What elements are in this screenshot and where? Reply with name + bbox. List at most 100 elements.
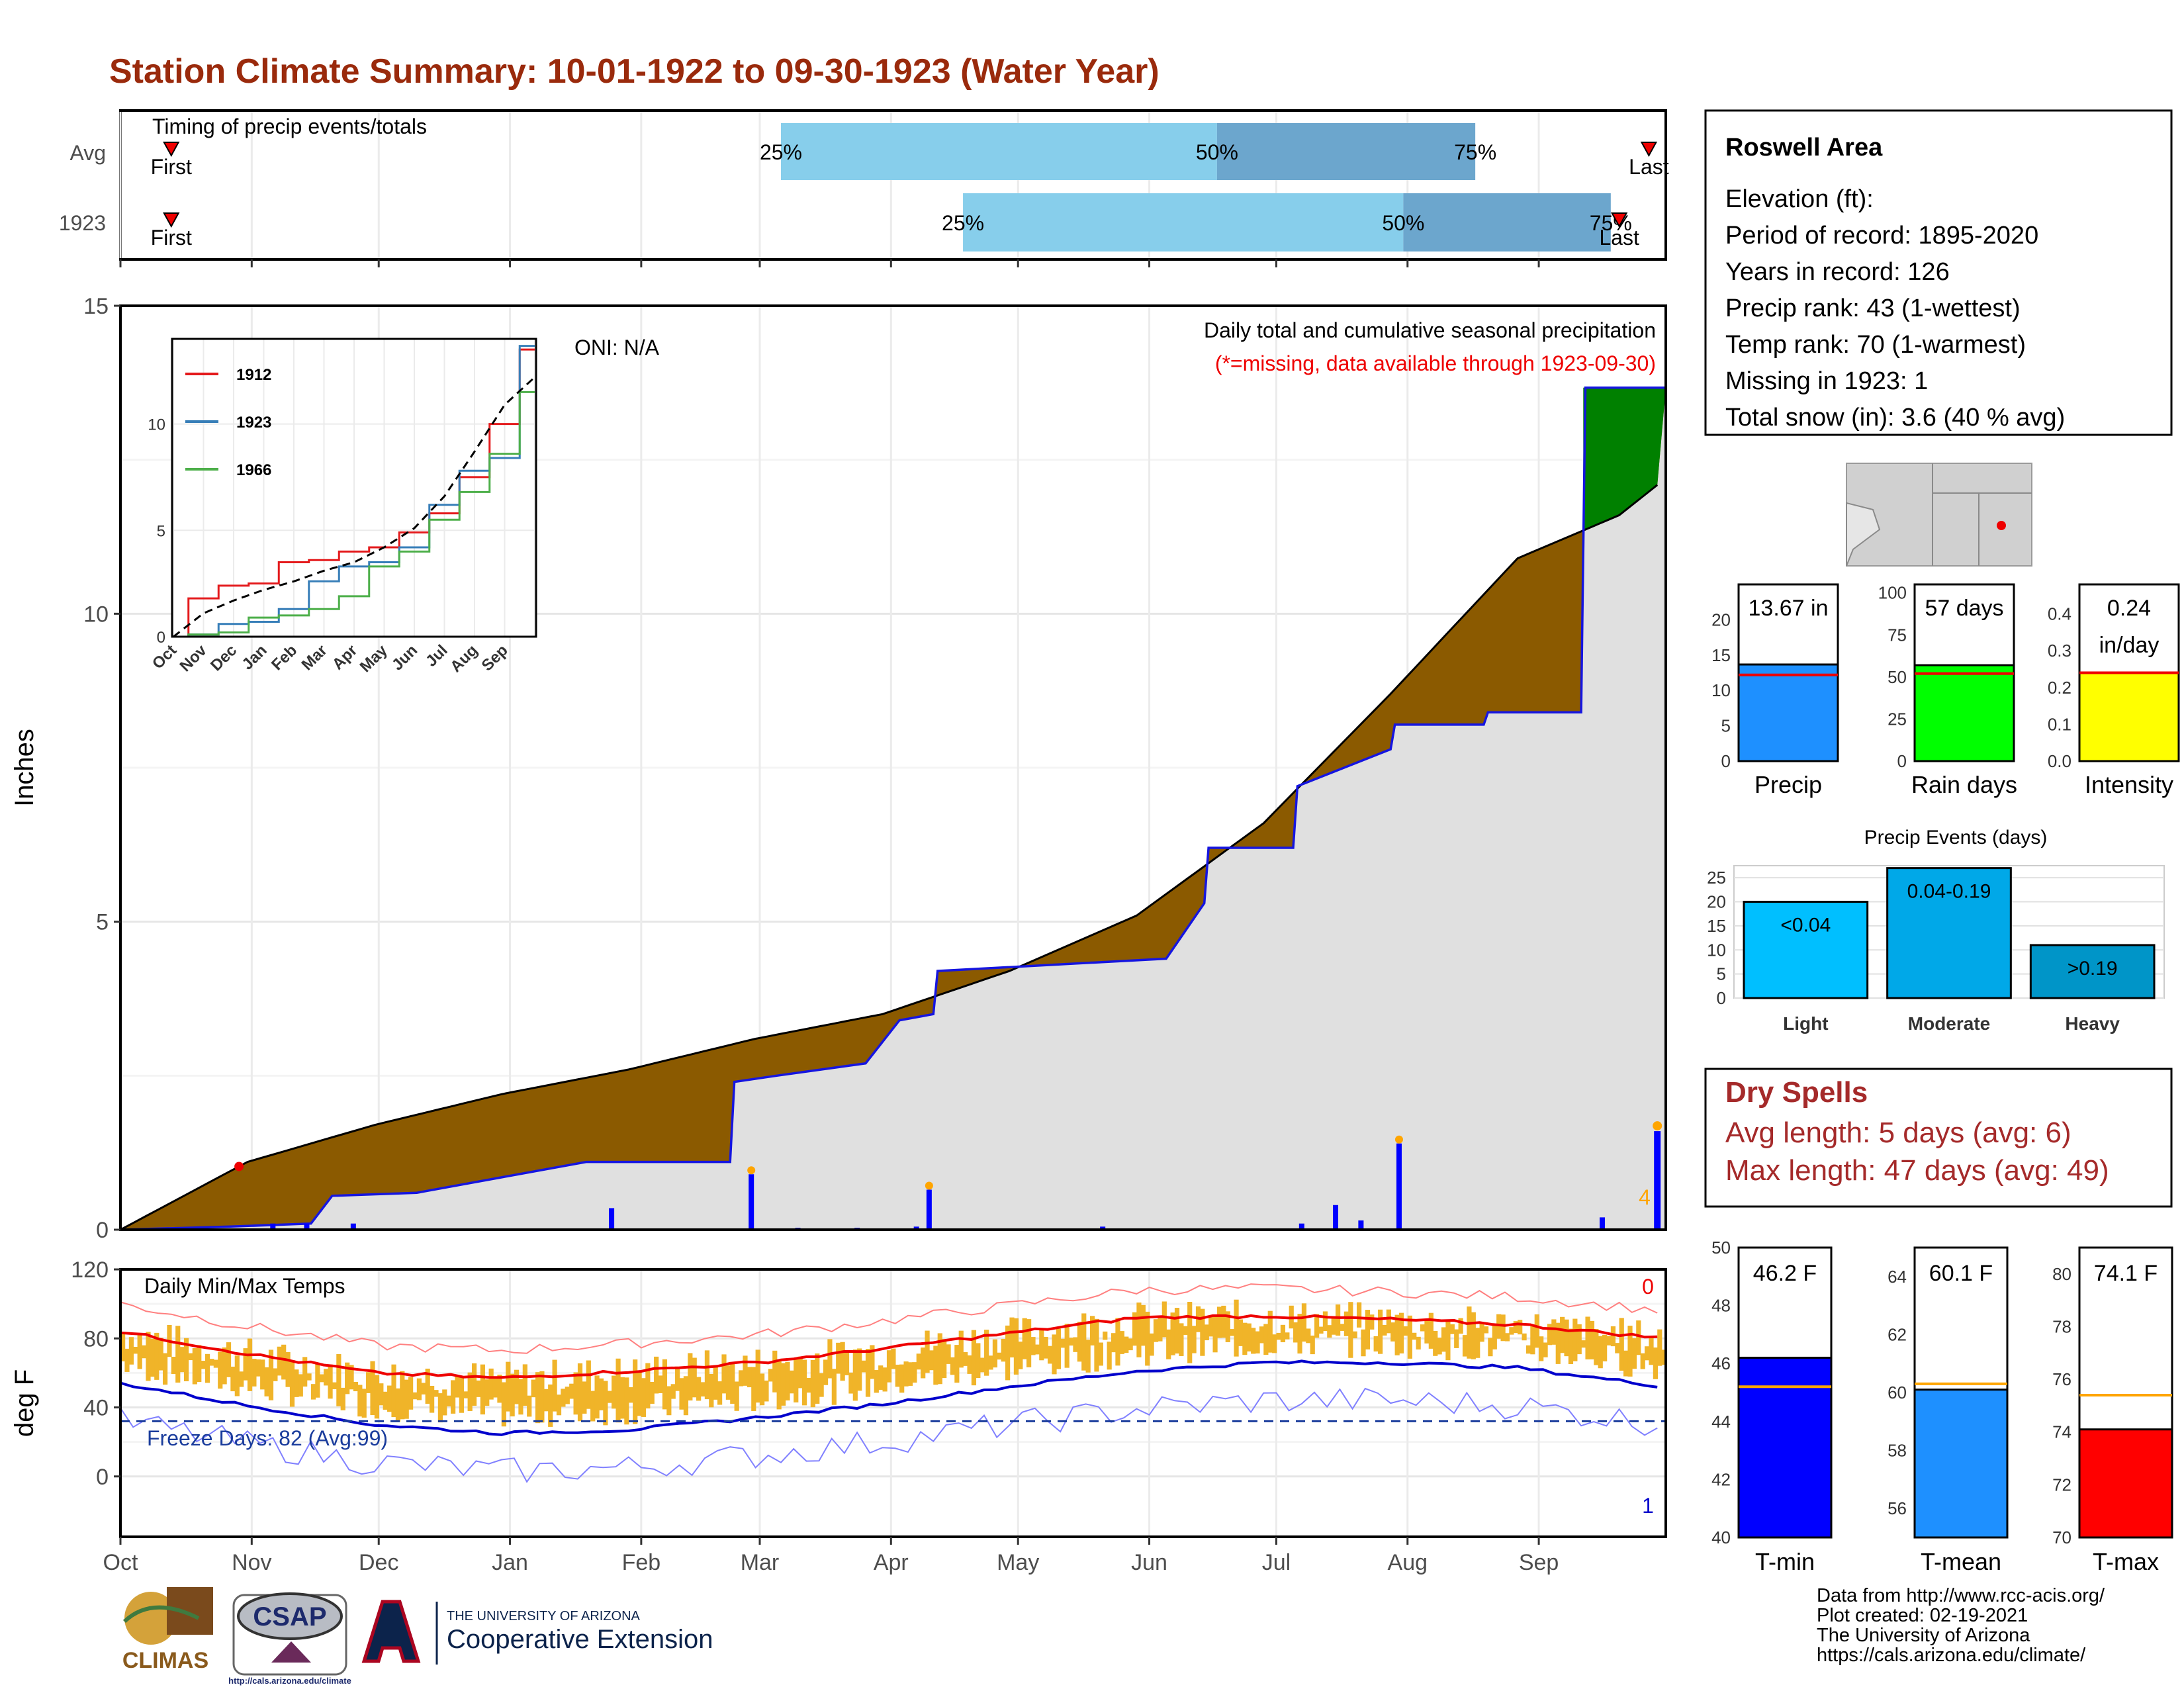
- daily-temp-bar: [1585, 1316, 1590, 1359]
- precip-subtitle: Daily total and cumulative seasonal prec…: [1204, 318, 1656, 342]
- temp-summary-tick-0-5: 50: [1711, 1238, 1731, 1257]
- daily-temp-bar: [1331, 1316, 1336, 1335]
- daily-temp-bar: [1636, 1320, 1641, 1355]
- station-name: Roswell Area: [1725, 134, 1883, 161]
- daily-temp-bar: [1221, 1305, 1226, 1338]
- summary-bar-2: [2078, 672, 2180, 762]
- csap-logo-mountain: [271, 1641, 311, 1663]
- daily-temp-bar: [162, 1353, 168, 1385]
- inset-legend-label-1912: 1912: [236, 366, 271, 384]
- daily-temp-bar: [1539, 1336, 1544, 1361]
- daily-temp-bar: [654, 1356, 659, 1394]
- daily-temp-bar: [874, 1370, 879, 1393]
- daily-temp-bar: [1153, 1319, 1159, 1342]
- summary-tick-label-1-1: 25: [1888, 709, 1907, 729]
- daily-temp-bar: [1039, 1328, 1044, 1361]
- daily-temp-bar: [1119, 1331, 1124, 1354]
- month-label-4: Feb: [622, 1550, 661, 1575]
- daily-temp-bar: [658, 1375, 663, 1393]
- temp-ytick-label-2: 80: [83, 1326, 109, 1351]
- precip-missing-note: (*=missing, data available through 1923-…: [1215, 351, 1656, 375]
- daily-temp-bar: [772, 1350, 778, 1393]
- temp-summary-value-2: 74.1 F: [2094, 1261, 2158, 1286]
- temp-frame: [119, 1268, 1667, 1538]
- csap-logo-url: http://cals.arizona.edu/climate: [228, 1676, 351, 1686]
- ua-logo: THE UNIVERSITY OF ARIZONA Cooperative Ex…: [361, 1600, 713, 1665]
- daily-temp-bar: [1534, 1314, 1539, 1348]
- avg-max-temp-line: [120, 1314, 1658, 1379]
- daily-temp-bar: [739, 1370, 744, 1387]
- daily-temp-bar: [1386, 1309, 1391, 1334]
- daily-temp-bar: [1403, 1326, 1408, 1336]
- temp-summary-tick-2-5: 80: [2052, 1264, 2071, 1284]
- daily-temp-bar: [408, 1377, 414, 1410]
- daily-temp-bar: [175, 1326, 181, 1383]
- daily-temp-bar: [1653, 1347, 1659, 1379]
- summary-bar-name-2: Intensity: [2085, 771, 2173, 798]
- daily-temp-bar: [1128, 1338, 1133, 1351]
- daily-temp-bar: [556, 1394, 562, 1416]
- map-station-marker: [1997, 521, 2006, 530]
- dry-spells-title: Dry Spells: [1725, 1076, 1868, 1109]
- daily-temp-bar: [1005, 1325, 1011, 1381]
- page-title: Station Climate Summary: 10-01-1922 to 0…: [109, 52, 1160, 91]
- daily-temp-bar: [154, 1332, 159, 1380]
- daily-temp-bar: [471, 1363, 477, 1406]
- summary-bar-name-0: Precip: [1754, 771, 1822, 798]
- temp-y-label: deg F: [10, 1369, 39, 1437]
- last-event-label-1: Last: [1599, 226, 1639, 250]
- daily-temp-bar: [717, 1381, 723, 1405]
- daily-temp-bar: [192, 1348, 197, 1385]
- daily-temp-bar: [310, 1384, 316, 1400]
- temp-summary-tick-2-1: 72: [2052, 1475, 2071, 1494]
- precip-ytick-label-1: 5: [96, 910, 109, 935]
- daily-temp-bar: [345, 1362, 350, 1394]
- events-category-2: Heavy: [2065, 1013, 2120, 1034]
- daily-temp-bar: [1301, 1303, 1307, 1342]
- daily-temp-bar: [1352, 1331, 1357, 1339]
- info-elevation: Elevation (ft):: [1725, 185, 1874, 213]
- daily-temp-bar: [1560, 1316, 1565, 1353]
- temp-summary-tick-0-1: 42: [1711, 1469, 1731, 1489]
- daily-temp-bar: [561, 1389, 566, 1407]
- daily-temp-bar: [801, 1359, 807, 1406]
- daily-temp-bar: [730, 1361, 735, 1404]
- daily-temp-bar: [1377, 1309, 1383, 1354]
- temp-top-count: 0: [1642, 1275, 1654, 1299]
- daily-temp-bar: [302, 1357, 308, 1387]
- inset-ytick-label-2: 10: [148, 416, 165, 434]
- daily-temp-bar: [1191, 1326, 1197, 1353]
- daily-temp-bar: [518, 1379, 523, 1415]
- climas-logo-text: CLIMAS: [122, 1648, 208, 1673]
- daily-temp-bar: [1390, 1322, 1396, 1342]
- inset-line-avg: [173, 376, 536, 638]
- daily-temp-bar: [637, 1371, 642, 1416]
- month-label-5: Mar: [741, 1550, 780, 1575]
- daily-temp-bar: [806, 1377, 811, 1393]
- daily-temp-bar: [759, 1373, 765, 1406]
- daily-temp-bar: [1551, 1319, 1557, 1345]
- temp-summary-tick-1-3: 62: [1888, 1324, 1907, 1344]
- daily-temp-bar: [539, 1371, 545, 1423]
- daily-temp-bar: [1649, 1337, 1654, 1365]
- daily-temp-bar: [1327, 1325, 1332, 1338]
- daily-temp-bar: [391, 1364, 396, 1418]
- daily-temp-bar: [501, 1382, 506, 1427]
- summary-tick-label-2-4: 0.4: [2048, 604, 2071, 624]
- month-label-9: Jul: [1262, 1550, 1291, 1575]
- summary-tick-label-1-2: 50: [1888, 667, 1907, 687]
- daily-temp-bar: [1267, 1310, 1273, 1353]
- daily-temp-bar: [649, 1381, 655, 1404]
- daily-temp-bar: [819, 1373, 824, 1397]
- daily-temp-bar: [1615, 1343, 1620, 1353]
- daily-temp-bar: [1572, 1318, 1578, 1361]
- daily-temp-bar: [1208, 1316, 1214, 1337]
- info-snow: Total snow (in): 3.6 (40 % avg): [1725, 404, 2065, 432]
- month-label-8: Jun: [1131, 1550, 1167, 1575]
- daily-temp-bar: [374, 1375, 380, 1419]
- daily-temp-bar: [916, 1353, 921, 1370]
- temp-ytick-label-3: 120: [71, 1257, 109, 1283]
- daily-temp-bar: [1216, 1306, 1222, 1338]
- summary-tick-label-0-4: 20: [1711, 610, 1731, 629]
- daily-temp-bar: [383, 1391, 388, 1410]
